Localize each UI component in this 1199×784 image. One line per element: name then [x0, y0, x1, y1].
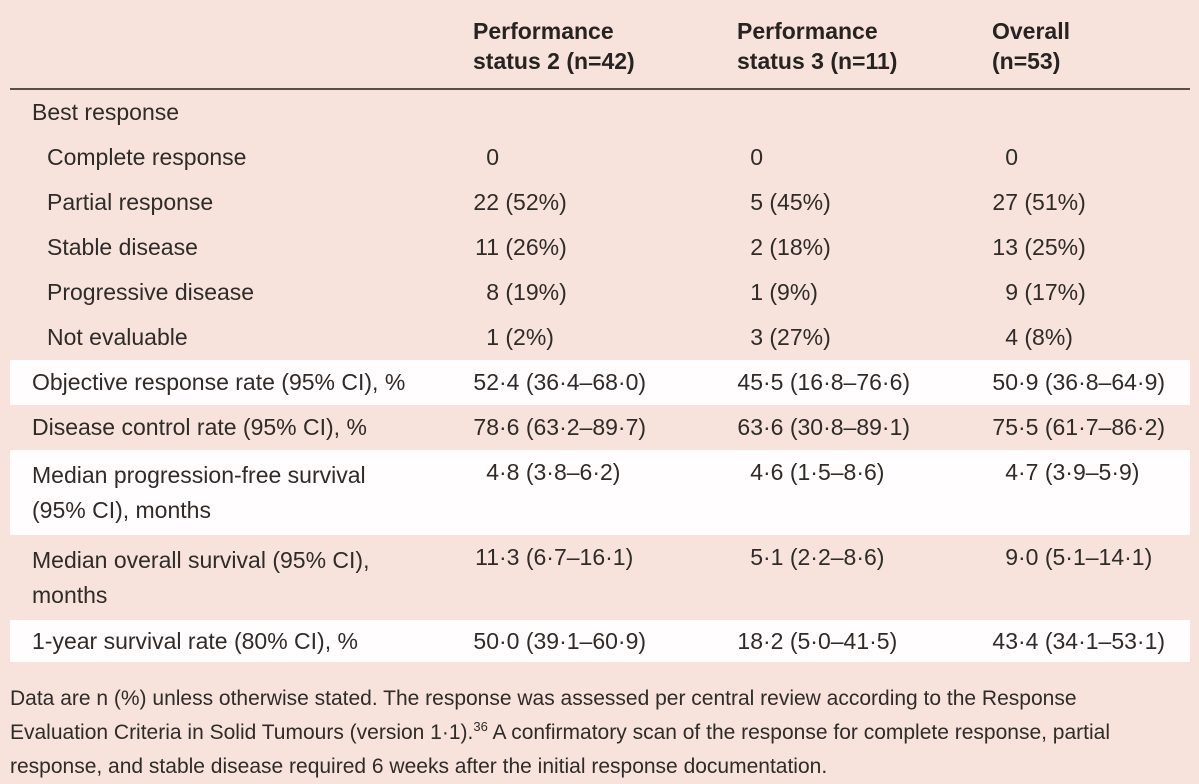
cell-overall: 43·4 (34·1–53·1): [992, 627, 1166, 654]
cell-ps2: 11·3 (6·7–16·1): [475, 544, 634, 570]
table-row-partial-response: Partial response 22 (52%) 5 (45%) 27 (51…: [0, 180, 1199, 225]
cell-ps2: 52·4 (36·4–68·0): [473, 369, 647, 395]
table-row-progressive-disease: Progressive disease 8 (19%) 1 (9%) 9 (17…: [0, 270, 1199, 315]
cell-ps2: 22 (52%): [473, 189, 567, 215]
cell-overall: 4 (8%): [1005, 324, 1073, 350]
footnote-line: Evaluation Criteria in Solid Tumours (ve…: [10, 716, 1189, 750]
cell-ps3: 1 (9%): [750, 279, 818, 305]
table-row-complete-response: Complete response 0 0 0: [0, 135, 1199, 180]
footnote-line: response, and stable disease required 6 …: [10, 755, 828, 778]
table-header-row: Performance status 2 (n=42) Performance …: [0, 0, 1199, 88]
cell-ps3: 4·6 (1·5–8·6): [750, 459, 885, 485]
row-label: Objective response rate (95% CI), %: [32, 369, 406, 395]
cell-ps2: 50·0 (39·1–60·9): [473, 627, 647, 654]
column-header-rowlabels: [0, 16, 473, 76]
cell-overall: 50·9 (36·8–64·9): [992, 369, 1166, 395]
cell-ps3: 63·6 (30·8–89·1): [737, 414, 911, 440]
cell-ps2: 0: [486, 144, 499, 170]
cell-ps3: 2 (18%): [750, 234, 831, 260]
row-label: Progressive disease: [47, 279, 255, 305]
header-line: Performance: [473, 18, 614, 44]
row-label: 1-year survival rate (80% CI), %: [32, 627, 358, 654]
row-label: Disease control rate (95% CI), %: [32, 414, 367, 440]
table-row-stable-disease: Stable disease 11 (26%) 2 (18%) 13 (25%): [0, 225, 1199, 270]
header-line: (n=53): [992, 48, 1061, 74]
cell-ps3: 45·5 (16·8–76·6): [737, 369, 911, 395]
table-body: Best response Complete response 0 0 0 Pa…: [0, 90, 1199, 662]
cell-ps3: 3 (27%): [750, 324, 831, 350]
table-footnote: Data are n (%) unless otherwise stated. …: [0, 682, 1199, 784]
table-row-not-evaluable: Not evaluable 1 (2%) 3 (27%) 4 (8%): [0, 315, 1199, 360]
footnote-line: Data are n (%) unless otherwise stated. …: [10, 687, 1077, 710]
table-row-best-response: Best response: [0, 90, 1199, 135]
cell-overall: 13 (25%): [992, 234, 1086, 260]
cell-ps2: 4·8 (3·8–6·2): [486, 459, 621, 485]
table-row-objective-response-rate: Objective response rate (95% CI), % 52·4…: [0, 360, 1199, 405]
cell-ps3: 0: [750, 144, 763, 170]
table-row-1-year-survival: 1-year survival rate (80% CI), % 50·0 (3…: [0, 620, 1199, 662]
row-label: Complete response: [47, 144, 247, 170]
cell-ps2: 78·6 (63·2–89·7): [473, 414, 647, 440]
row-label: Stable disease: [47, 234, 198, 260]
row-label: Median overall survival (95% CI), months: [32, 547, 370, 608]
table-row-median-os: Median overall survival (95% CI), months…: [0, 535, 1199, 620]
reference-superscript: 36: [473, 719, 488, 734]
cell-overall: 0: [1005, 144, 1018, 170]
header-line: Overall: [992, 18, 1070, 44]
cell-ps2: 1 (2%): [486, 324, 554, 350]
footnote-text: A confirmatory scan of the response for …: [492, 721, 1110, 744]
cell-overall: 9 (17%): [1005, 279, 1086, 305]
header-line: Performance: [737, 18, 878, 44]
column-header-overall: Overall (n=53): [992, 16, 1199, 76]
header-line: status 2 (n=42): [473, 48, 635, 74]
cell-ps2: 8 (19%): [486, 279, 567, 305]
header-line: status 3 (n=11): [737, 48, 898, 74]
header-rule: [10, 88, 1190, 90]
footnote-text: Evaluation Criteria in Solid Tumours (ve…: [10, 721, 474, 744]
cell-overall: 27 (51%): [992, 189, 1086, 215]
cell-ps3: 18·2 (5·0–41·5): [737, 627, 898, 654]
row-label: Not evaluable: [47, 324, 188, 350]
table-row-disease-control-rate: Disease control rate (95% CI), % 78·6 (6…: [0, 405, 1199, 450]
cell-overall: 75·5 (61·7–86·2): [992, 414, 1166, 440]
row-label: Best response: [32, 99, 180, 125]
cell-overall: 4·7 (3·9–5·9): [1005, 459, 1140, 485]
table-row-median-pfs: Median progression-free survival (95% CI…: [0, 450, 1199, 535]
row-label: Median progression-free survival (95% CI…: [32, 462, 366, 523]
cell-overall: 9·0 (5·1–14·1): [1005, 544, 1153, 570]
column-header-performance-status-2: Performance status 2 (n=42): [473, 16, 737, 76]
cell-ps2: 11 (26%): [475, 234, 567, 260]
cell-ps3: 5 (45%): [750, 189, 831, 215]
cell-ps3: 5·1 (2·2–8·6): [750, 544, 885, 570]
row-label: Partial response: [47, 189, 214, 215]
column-header-performance-status-3: Performance status 3 (n=11): [737, 16, 992, 76]
